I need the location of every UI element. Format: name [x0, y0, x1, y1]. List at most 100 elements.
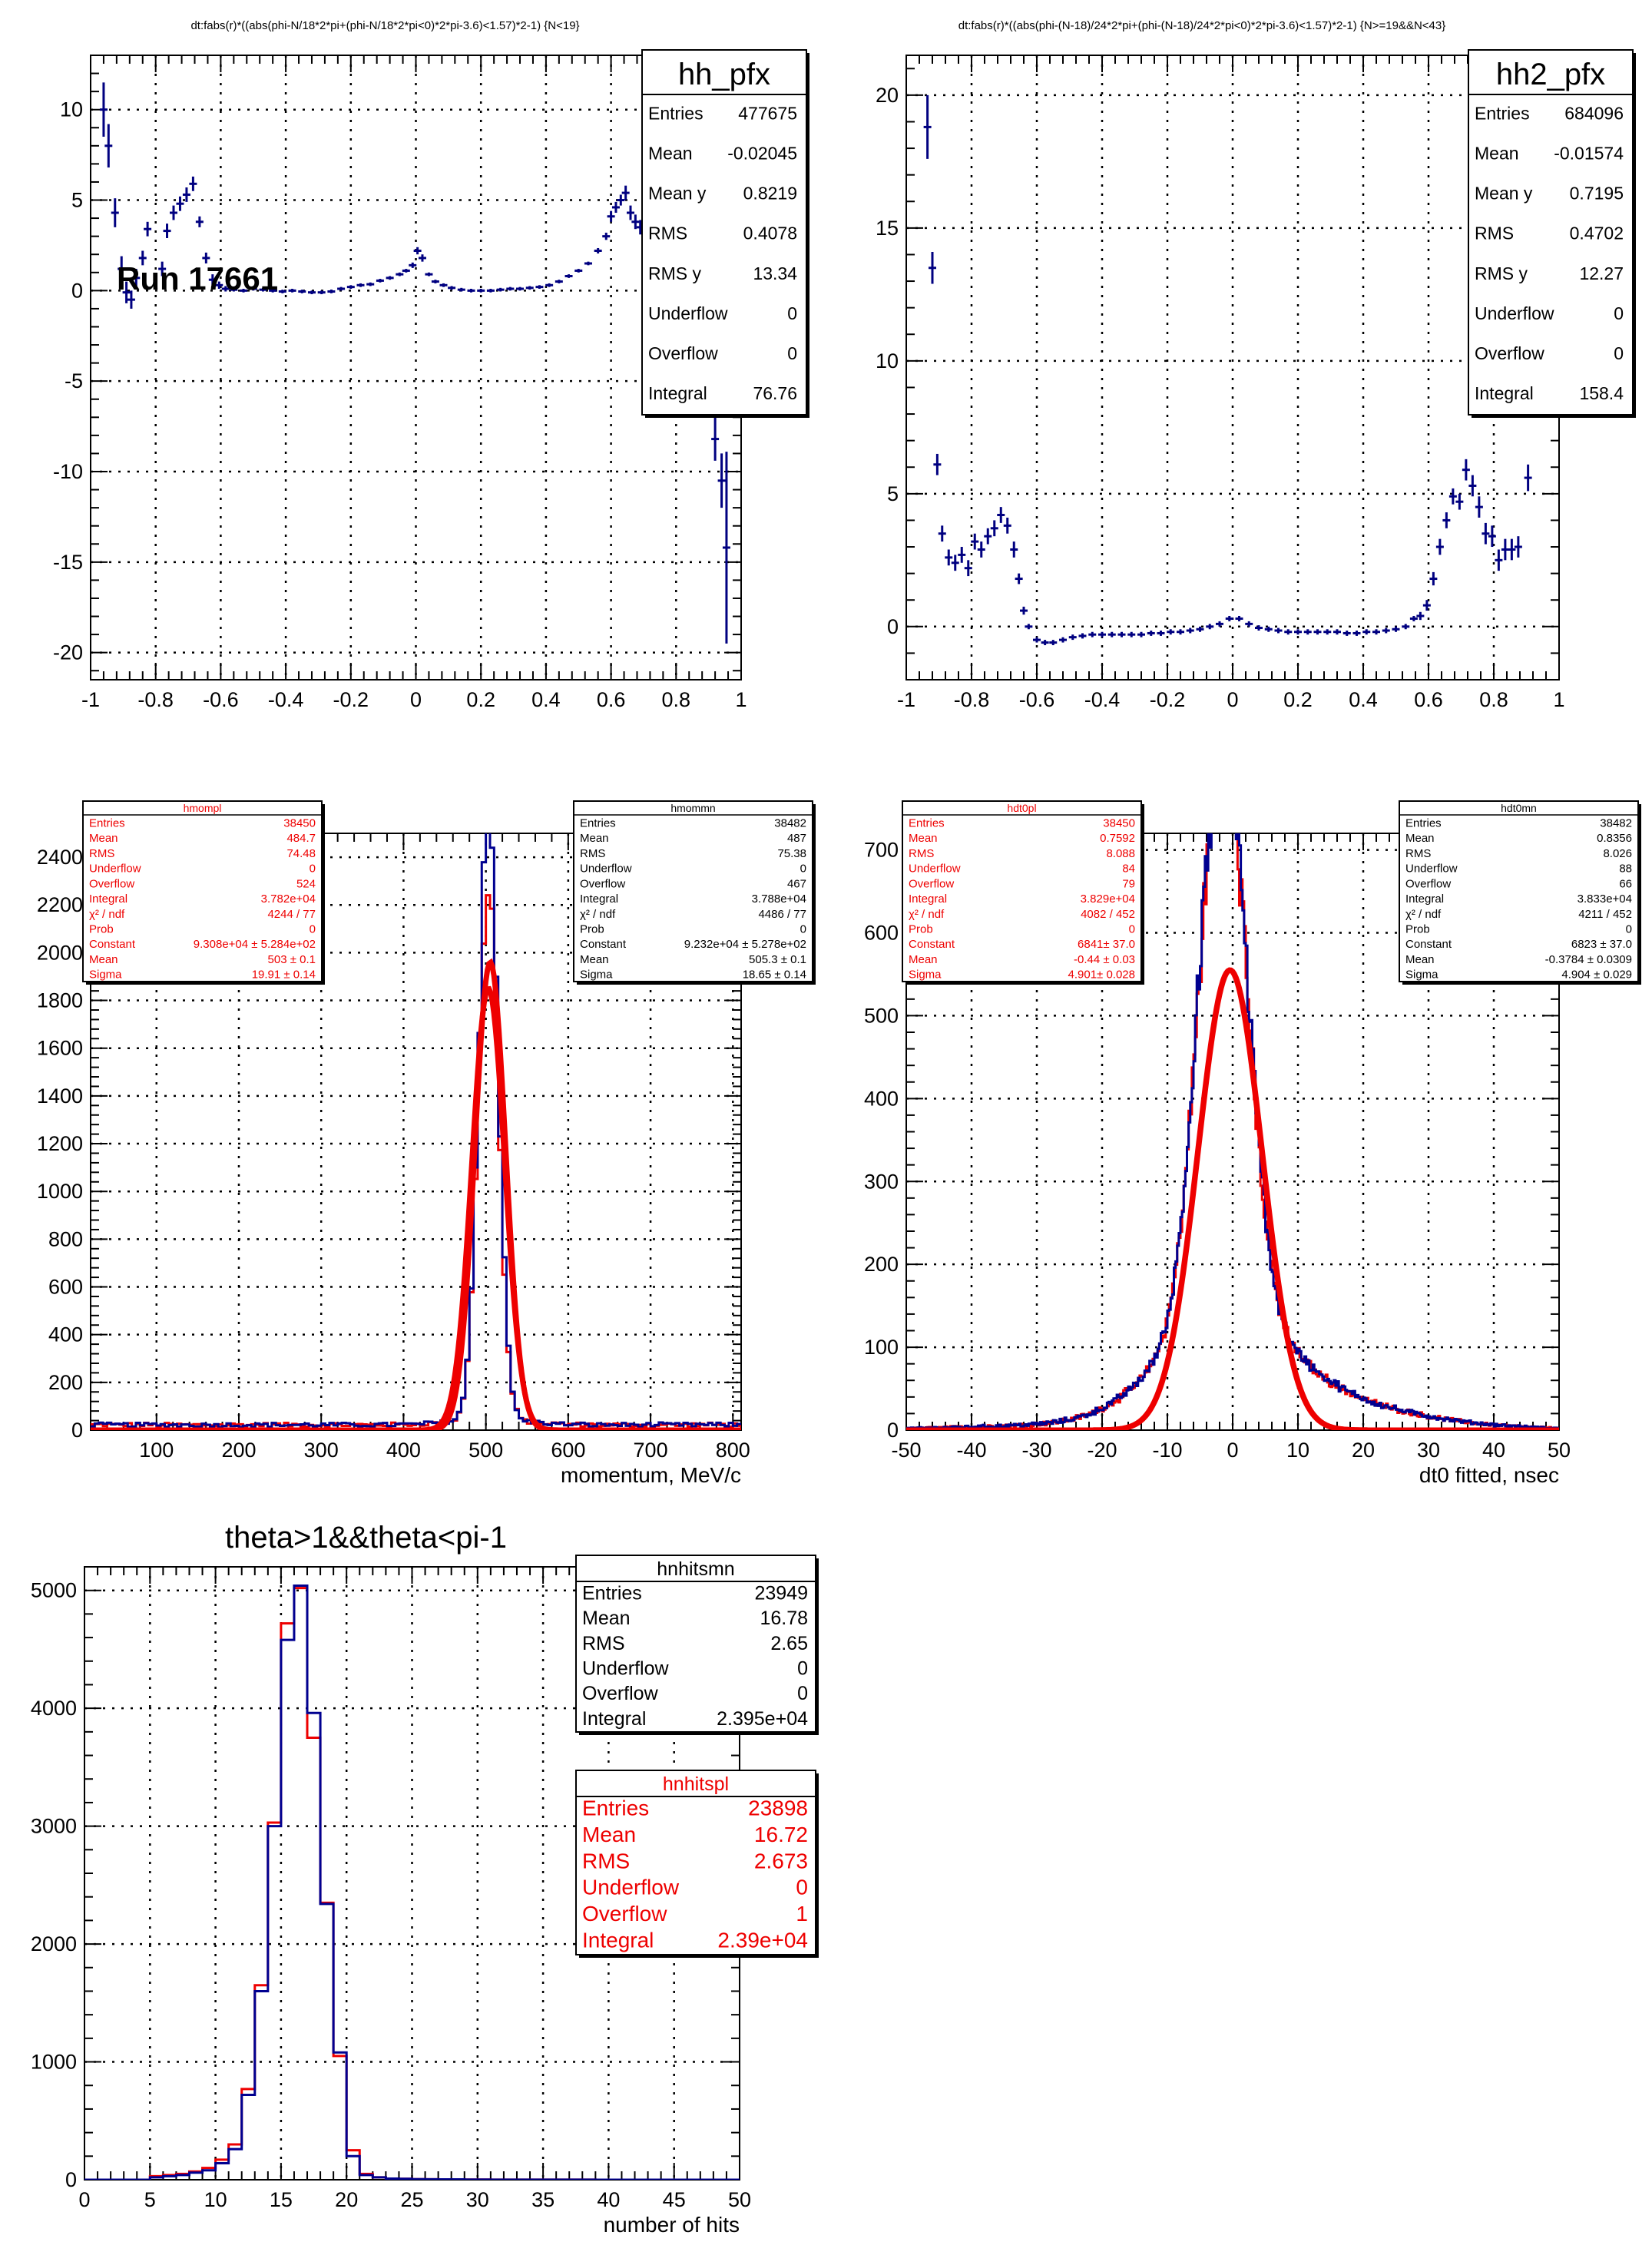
x-tick-label: -0.2: [1150, 688, 1186, 711]
y-tick-label: 1400: [37, 1084, 83, 1108]
stats-value: 3.782e+04: [261, 892, 316, 906]
stats-box-hh_pfx: hh_pfx Entries 477675 Mean -0.02045 Mean y 0.8…: [641, 49, 809, 418]
data-point: [1422, 600, 1431, 611]
stats-label: Prob: [909, 922, 933, 935]
y-tick-label: 400: [48, 1323, 83, 1346]
x-tick-label: -0.4: [268, 688, 304, 711]
stats-label: Integral: [580, 892, 618, 906]
x-axis-label: number of hits: [604, 2213, 740, 2237]
stats-box-hnhitspl: hnhitspl Entries 23898 Mean 16.72 RMS 2.673 Und…: [575, 1770, 819, 1958]
stats-label: Overflow: [580, 877, 625, 890]
x-axis-label: momentum, MeV/c: [561, 1463, 741, 1487]
data-point: [1448, 488, 1457, 505]
data-point: [717, 453, 726, 508]
stats-label: RMS: [89, 847, 114, 860]
stats-label: Mean y: [1475, 184, 1533, 204]
x-tick-label: -1: [81, 688, 100, 711]
stats-label: Entries: [648, 103, 704, 123]
stats-value: 0.4702: [1570, 224, 1624, 243]
data-point: [1475, 496, 1483, 518]
x-tick-label: 10: [204, 2188, 227, 2211]
data-point: [118, 256, 126, 282]
stats-value: 76.76: [753, 383, 797, 403]
x-tick-label: 40: [597, 2188, 620, 2211]
stats-value: 2.673: [754, 1849, 808, 1873]
x-tick-label: -0.6: [203, 688, 239, 711]
y-tick-label: 1600: [37, 1037, 83, 1060]
data-point: [467, 288, 475, 293]
data-point: [594, 247, 602, 254]
data-layer: [99, 82, 730, 644]
y-tick-label: 3000: [31, 1815, 77, 1838]
data-point: [1342, 630, 1351, 636]
data-point: [99, 82, 108, 137]
stats-value: 0: [787, 343, 797, 363]
stats-label: Prob: [580, 922, 604, 935]
stats-title: hdt0pl: [1007, 802, 1036, 814]
data-point: [1020, 606, 1028, 615]
data-point: [627, 205, 635, 220]
stats-label: Overflow: [648, 343, 718, 363]
x-axis-label: dt0 fitted, nsec: [1419, 1463, 1559, 1487]
data-point: [176, 196, 184, 211]
data-point: [945, 549, 953, 566]
data-point: [977, 541, 985, 558]
stats-title: hh2_pfx: [1496, 58, 1605, 91]
stats-value: 0: [796, 1876, 808, 1899]
stats-value: 0.4078: [743, 224, 797, 243]
data-point: [1442, 512, 1451, 528]
data-point: [631, 214, 640, 230]
stats-value: 16.72: [754, 1823, 808, 1846]
data-point: [138, 250, 147, 266]
stats-value: 477675: [738, 103, 797, 123]
data-point: [1501, 538, 1509, 561]
data-point: [602, 232, 611, 240]
data-point: [584, 261, 592, 266]
chart-p4: -50 -40 -30 -20 -10 0 10 20 30 40 5001002003004005…: [864, 800, 1641, 1487]
stats-label: χ² / ndf: [909, 908, 945, 921]
stats-label: χ² / ndf: [1405, 908, 1442, 921]
data-point: [122, 281, 131, 303]
stats-label: Prob: [89, 922, 114, 935]
data-point: [958, 547, 966, 563]
data-point: [1372, 629, 1380, 635]
data-point: [1352, 630, 1361, 636]
stats-label: Sigma: [909, 969, 942, 982]
y-tick-label: 0: [71, 279, 83, 302]
data-point: [1157, 630, 1165, 636]
stats-title: hdt0mn: [1501, 802, 1537, 814]
data-point: [1468, 475, 1477, 497]
data-point: [722, 452, 730, 644]
data-point: [1025, 624, 1033, 630]
y-tick-label: 2000: [31, 1932, 77, 1955]
stats-label: Integral: [89, 892, 127, 906]
data-point: [1167, 629, 1175, 635]
stats-value: 1: [796, 1902, 808, 1926]
data-point: [1003, 517, 1011, 534]
data-point: [1177, 629, 1184, 635]
stats-label: RMS y: [1475, 263, 1528, 283]
stats-value: 505.3 ± 0.1: [749, 953, 806, 966]
stats-label: Underflow: [582, 1876, 680, 1899]
data-point: [163, 224, 171, 239]
stats-label: Integral: [909, 892, 947, 906]
stats-label: Entries: [909, 816, 945, 830]
stats-value: 3.833e+04: [1578, 892, 1632, 906]
x-tick-label: 1: [1553, 688, 1564, 711]
stats-label: Mean: [648, 143, 693, 163]
data-point: [337, 286, 346, 291]
stats-value: 38482: [1600, 816, 1632, 830]
data-point: [1117, 631, 1126, 637]
stats-box-hmommn: hmommn Entries 38482 Mean 487 RMS 75.38 Underfl…: [573, 800, 816, 985]
y-tick-label: 5000: [31, 1579, 77, 1602]
data-point: [307, 290, 316, 295]
stats-value: 2.39e+04: [717, 1928, 808, 1952]
data-point: [1382, 628, 1390, 634]
stats-value: 0: [797, 1683, 808, 1704]
data-point: [933, 453, 942, 475]
data-point: [1524, 464, 1532, 492]
x-tick-label: -1: [897, 688, 915, 711]
stats-value: 3.788e+04: [752, 892, 806, 906]
x-tick-label: 700: [634, 1439, 668, 1462]
y-tick-label: 700: [864, 839, 899, 862]
